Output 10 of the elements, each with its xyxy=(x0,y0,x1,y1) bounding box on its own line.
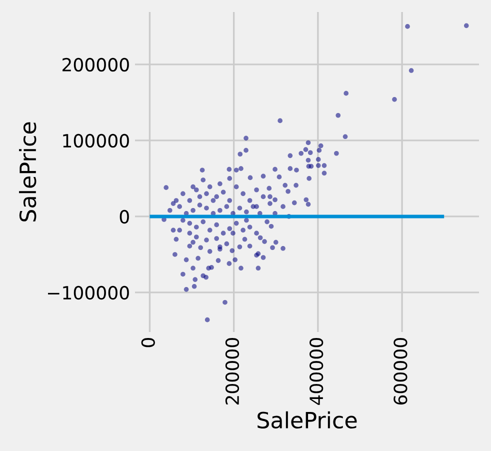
y-tick-label: 0 xyxy=(120,210,129,224)
x-tick-label: 400000 xyxy=(310,338,324,405)
x-axis-title: SalePrice xyxy=(258,411,357,429)
y-tick-label: 200000 xyxy=(62,58,129,72)
y-axis-title: SalePrice xyxy=(19,122,36,222)
y-tick-label: 100000 xyxy=(63,134,129,148)
x-tick-label: 200000 xyxy=(225,338,240,404)
x-tick-label: 0 xyxy=(141,338,155,348)
y-tick-label: −100000 xyxy=(48,286,129,300)
x-tick-label: 600000 xyxy=(394,338,408,405)
